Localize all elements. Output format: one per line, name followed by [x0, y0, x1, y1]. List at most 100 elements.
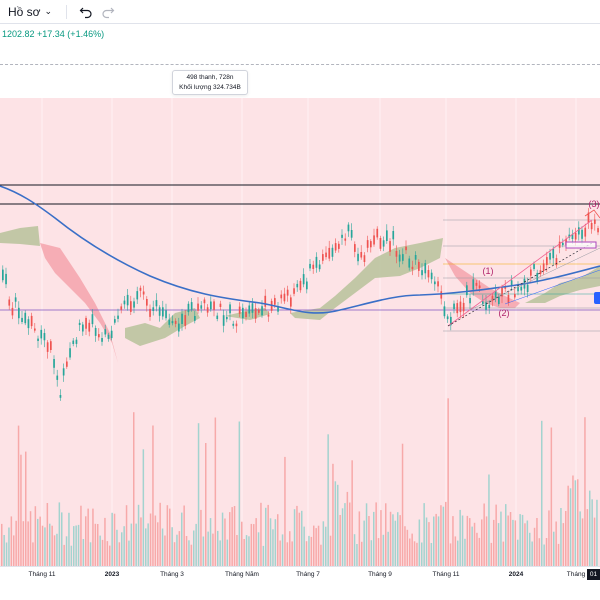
- volume-bar: [531, 541, 533, 566]
- volume-bar: [481, 519, 483, 566]
- candle-body: [14, 297, 17, 302]
- volume-bar: [313, 525, 315, 566]
- volume-bar: [56, 533, 58, 566]
- volume-bar: [382, 534, 385, 566]
- candle-body: [242, 307, 244, 319]
- candle-body: [107, 334, 110, 339]
- candle-body: [178, 323, 180, 332]
- volume-bar: [123, 526, 125, 566]
- volume-bar: [413, 541, 416, 566]
- candle-body: [398, 254, 401, 262]
- volume-bar: [349, 502, 351, 566]
- tooltip-bars-duration: 498 thanh, 728n: [186, 74, 234, 81]
- volume-bar: [190, 544, 193, 566]
- volume-bar: [3, 535, 5, 566]
- candle-body: [514, 294, 516, 298]
- volume-bar: [325, 526, 327, 566]
- candle-body: [34, 328, 36, 331]
- candle-body: [360, 252, 363, 258]
- volume-bar: [133, 412, 135, 566]
- volume-bar: [447, 398, 449, 566]
- volume-bar: [495, 504, 497, 566]
- volume-bar: [529, 532, 531, 566]
- volume-bar: [315, 528, 317, 566]
- candle-body: [251, 303, 254, 313]
- profile-label: Hồ sơ: [8, 4, 41, 19]
- volume-bar: [166, 505, 169, 566]
- volume-bar: [10, 516, 13, 566]
- candle-body: [366, 240, 369, 248]
- current-price-tag[interactable]: [594, 292, 600, 304]
- volume-bar: [13, 535, 15, 566]
- volume-bar: [553, 531, 555, 566]
- candle-body: [357, 253, 359, 262]
- candle-body: [507, 295, 510, 303]
- wave-labels: (1) (2) (3): [483, 199, 600, 318]
- candle-body: [584, 227, 587, 237]
- volume-bar: [159, 502, 161, 566]
- volume-bar: [65, 536, 68, 566]
- volume-bar: [579, 511, 581, 566]
- candle-body: [594, 219, 596, 224]
- volume-bar: [29, 511, 32, 566]
- candle-body: [158, 307, 161, 316]
- candle-body: [104, 329, 107, 335]
- candle-body: [165, 310, 167, 319]
- undo-button[interactable]: [75, 1, 97, 23]
- candle-body: [373, 235, 375, 245]
- volume-bar: [337, 484, 339, 566]
- candle-body: [498, 296, 500, 305]
- volume-bar: [310, 536, 313, 566]
- candle-body: [213, 301, 215, 310]
- volume-bar: [519, 514, 521, 566]
- candle-body: [133, 301, 135, 308]
- volume-bar: [161, 528, 164, 566]
- candle-body: [331, 247, 334, 257]
- volume-bar: [418, 519, 421, 566]
- volume-bar: [253, 524, 255, 566]
- volume-bar: [541, 420, 543, 566]
- candle-body: [238, 306, 241, 314]
- time-axis-label: Tháng 11: [432, 571, 460, 578]
- candle-body: [187, 303, 190, 313]
- volume-bar: [404, 526, 406, 566]
- candle-body: [168, 319, 171, 325]
- volume-bar: [457, 540, 459, 566]
- candle-body: [136, 291, 139, 300]
- volume-bar: [49, 523, 51, 566]
- candle-body: [219, 303, 222, 307]
- candle-body: [110, 330, 113, 339]
- volume-bar: [361, 541, 363, 566]
- volume-bar: [32, 542, 34, 566]
- volume-bar: [193, 530, 195, 566]
- candle-body: [510, 280, 513, 285]
- volume-bar: [298, 512, 301, 566]
- candle-body: [552, 248, 555, 259]
- candle-body: [306, 281, 308, 290]
- volume-bar: [233, 506, 236, 566]
- volume-bar: [128, 540, 130, 566]
- volume-bar: [469, 518, 471, 566]
- price-chart-canvas[interactable]: (1) (2) (3): [0, 98, 600, 566]
- time-axis[interactable]: 01 Tháng 11 2023 Tháng 3 Tháng Năm Tháng 7 Th…: [0, 566, 600, 600]
- volume-bar: [265, 507, 267, 566]
- redo-button[interactable]: [97, 1, 119, 23]
- volume-bar: [202, 536, 205, 566]
- volume-bar: [572, 475, 574, 566]
- candle-body: [56, 375, 59, 380]
- volume-bar: [577, 479, 579, 566]
- volume-bar: [22, 521, 25, 566]
- volume-bar: [545, 538, 548, 566]
- candle-body: [568, 234, 571, 238]
- volume-bar: [34, 506, 37, 566]
- volume-bar: [589, 490, 591, 566]
- volume-bar: [433, 516, 435, 566]
- volume-bar: [241, 521, 243, 566]
- wave-label: (1): [483, 266, 494, 276]
- candle-body: [578, 227, 580, 235]
- profile-menu-button[interactable]: Hồ sơ ⌄: [0, 0, 58, 24]
- candle-body: [526, 284, 529, 293]
- candle-body: [146, 299, 148, 306]
- candle-body: [50, 341, 52, 350]
- volume-bar: [262, 545, 265, 566]
